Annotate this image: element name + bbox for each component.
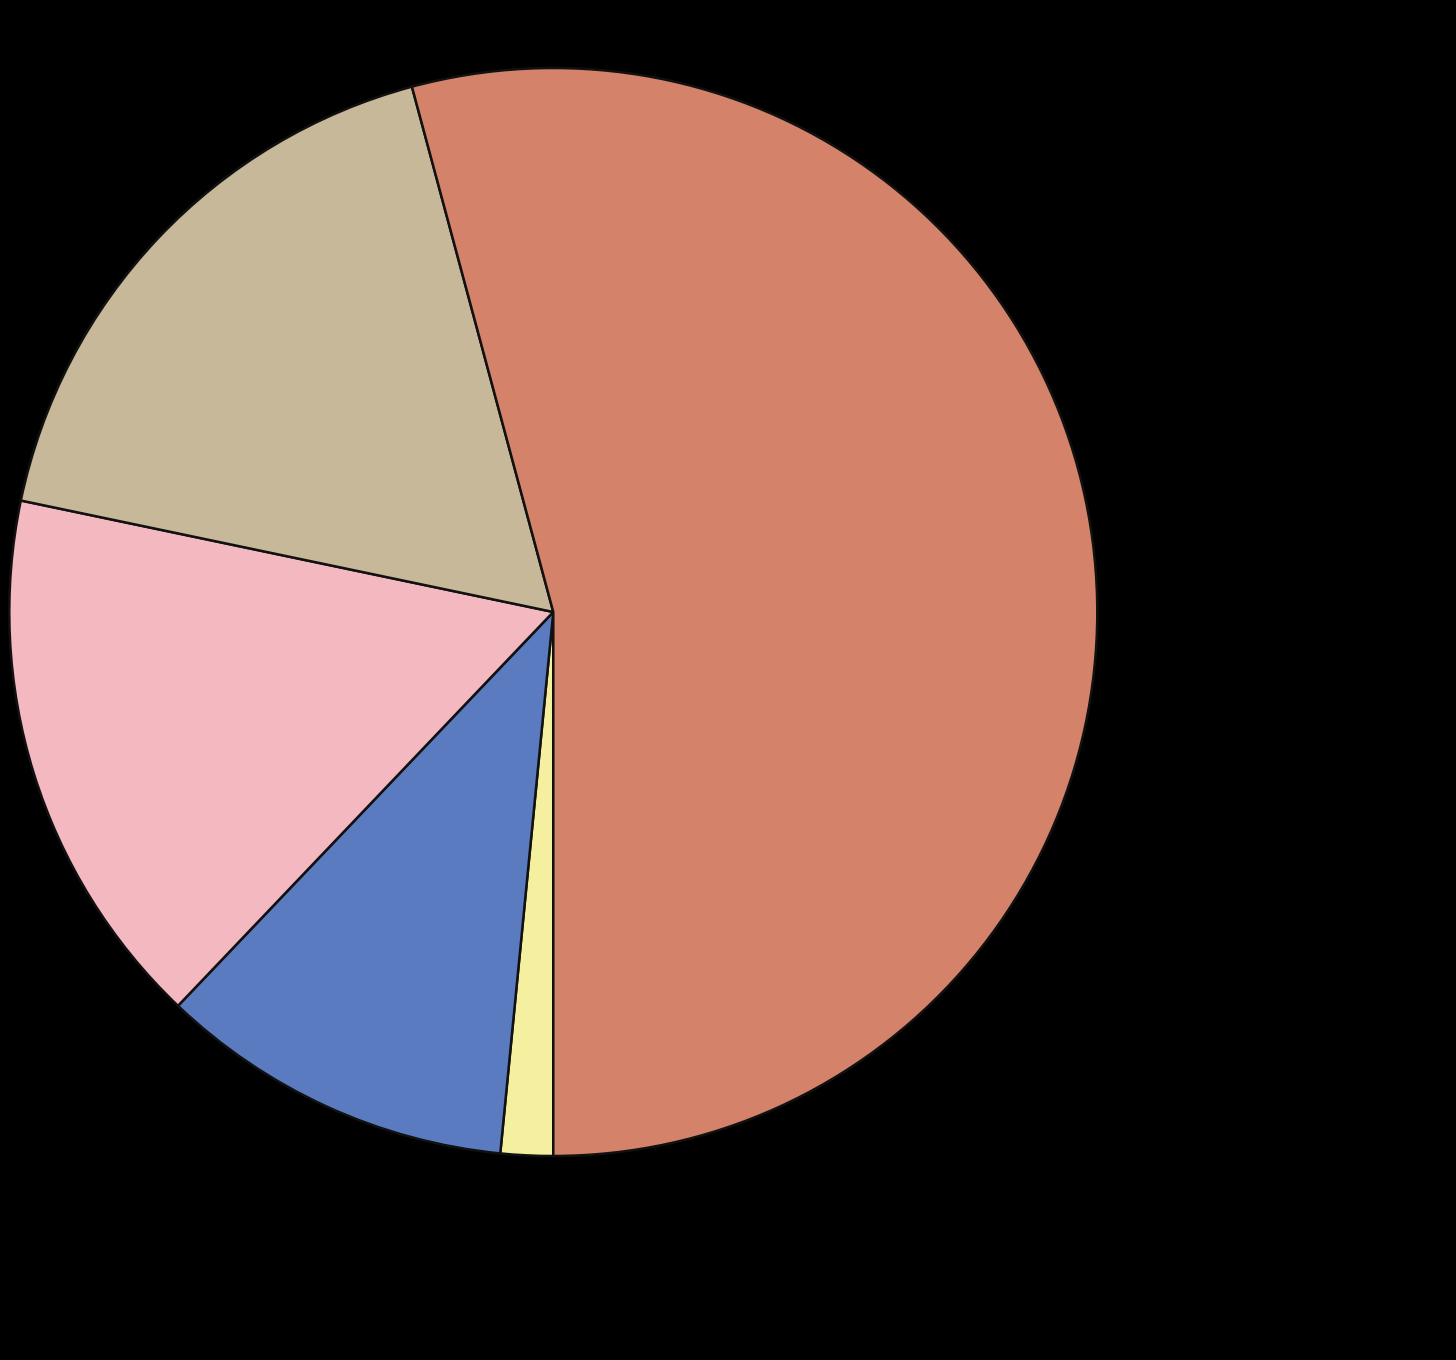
- Wedge shape: [20, 87, 553, 612]
- Wedge shape: [178, 612, 553, 1153]
- Wedge shape: [501, 612, 553, 1156]
- Wedge shape: [412, 68, 1098, 1156]
- Wedge shape: [9, 500, 553, 1006]
